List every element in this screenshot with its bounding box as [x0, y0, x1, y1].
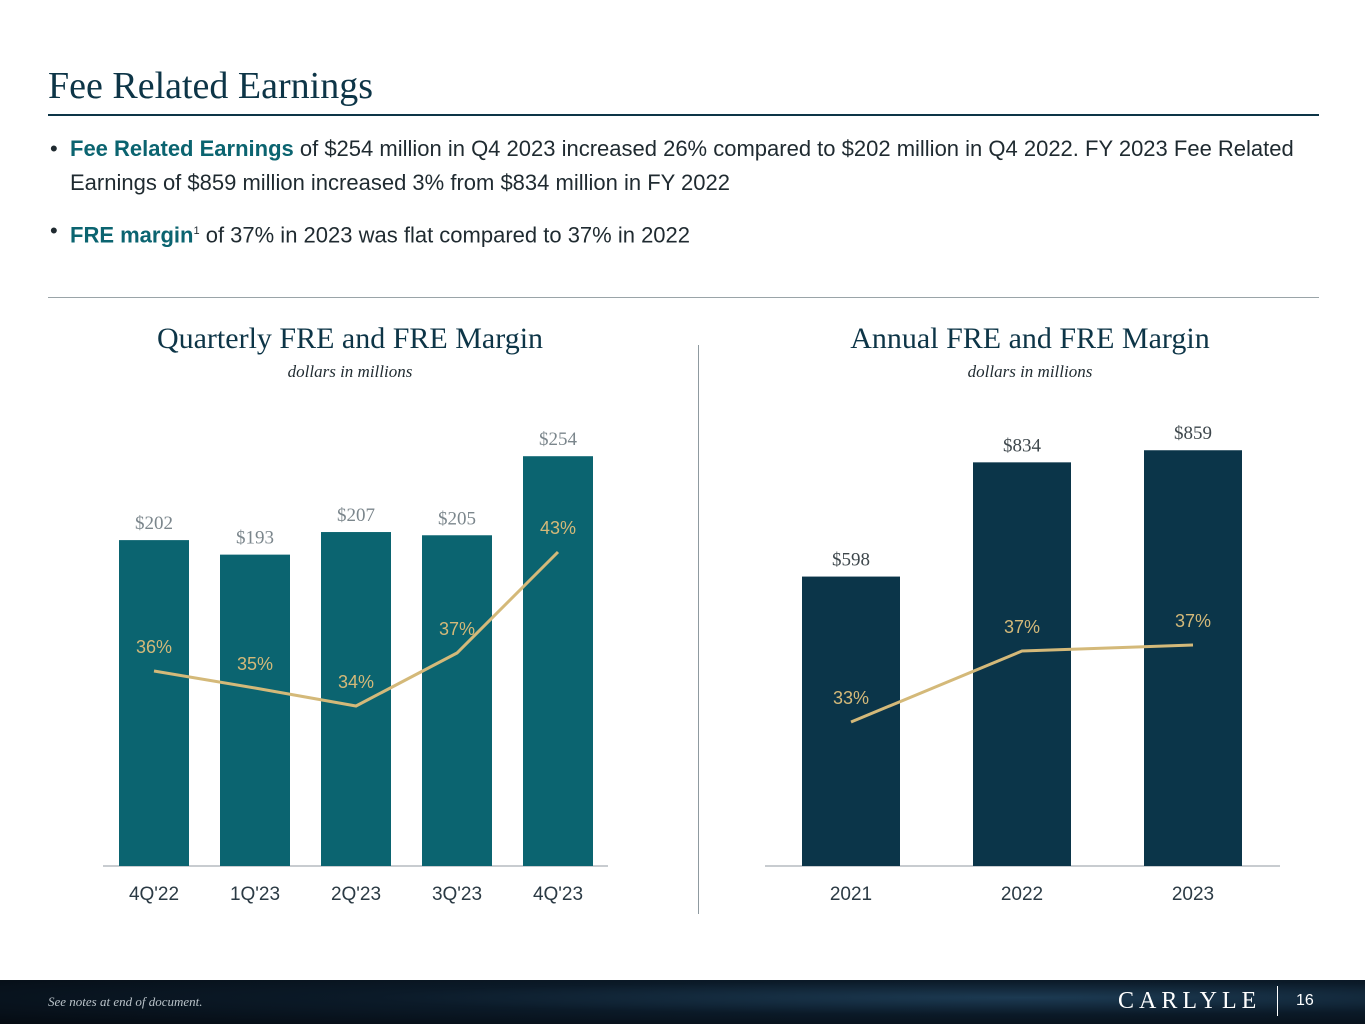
quarterly-tick-label: 1Q'23	[230, 884, 280, 905]
bullet-highlight: Fee Related Earnings	[70, 136, 294, 161]
quarterly-bar	[119, 540, 189, 866]
footer-separator	[1277, 986, 1278, 1016]
quarterly-bar-label: $193	[236, 528, 274, 549]
footer-note: See notes at end of document.	[48, 994, 203, 1009]
quarterly-tick-label: 4Q'22	[129, 884, 179, 905]
quarterly-bar	[321, 532, 391, 866]
quarterly-tick-label: 4Q'23	[533, 884, 583, 905]
annual-tick-label: 2023	[1172, 884, 1214, 905]
annual-bar	[1144, 450, 1242, 866]
quarterly-margin-label: 34%	[338, 672, 374, 692]
bullet-symbol: •	[50, 218, 58, 243]
quarterly-bar-label: $205	[438, 508, 476, 529]
quarterly-bar	[523, 456, 593, 866]
footer-bar: See notes at end of document. CARLYLE 16	[0, 980, 1365, 1024]
page-title: Fee Related Earnings	[48, 65, 374, 107]
bullet-highlight: FRE margin	[70, 222, 194, 248]
quarterly-margin-label: 35%	[237, 654, 273, 674]
bullet-item: • FRE margin1 of 37% in 2023 was flat co…	[48, 214, 1328, 252]
section-divider	[48, 297, 1319, 298]
quarterly-bar-label: $254	[539, 429, 578, 450]
title-divider	[48, 114, 1319, 116]
brand-logo: CARLYLE	[1118, 988, 1262, 1014]
chart-divider	[698, 345, 699, 914]
footnote-marker: 1	[193, 225, 200, 237]
bullet-symbol: •	[50, 136, 58, 161]
quarterly-margin-line	[153, 550, 560, 708]
annual-chart-title: Annual FRE and FRE Margin	[850, 322, 1210, 355]
annual-margin-label: 33%	[833, 688, 869, 708]
quarterly-bar-label: $202	[135, 513, 173, 534]
charts-canvas: $202 4Q'22 $193 1Q'23 $207 2Q'23 $205 3Q'23 $254…	[103, 423, 1280, 905]
annual-margin-label: 37%	[1175, 611, 1211, 631]
quarterly-bar	[422, 535, 492, 866]
annual-bar-label: $834	[1003, 435, 1042, 456]
quarterly-margin-label: 37%	[439, 619, 475, 639]
annual-chart-subtitle: dollars in millions	[967, 362, 1093, 381]
quarterly-bar	[220, 554, 290, 866]
quarterly-chart-title: Quarterly FRE and FRE Margin	[156, 322, 544, 355]
bullet-text: of $254 million in Q4 2023 increased 26%…	[70, 136, 1294, 195]
quarterly-tick-label: 3Q'23	[432, 884, 482, 905]
bullet-text: of 37% in 2023 was flat compared to 37% …	[199, 222, 691, 248]
bullet-item: • Fee Related Earnings of $254 million i…	[48, 132, 1328, 200]
quarterly-margin-label: 36%	[136, 637, 172, 657]
annual-margin-label: 37%	[1004, 617, 1040, 637]
summary-bullets: • Fee Related Earnings of $254 million i…	[48, 132, 1328, 266]
annual-tick-label: 2021	[830, 884, 872, 905]
quarterly-tick-label: 2Q'23	[331, 884, 381, 905]
quarterly-chart-subtitle: dollars in millions	[287, 362, 413, 381]
annual-margin-line	[850, 643, 1194, 724]
quarterly-margin-label: 43%	[540, 518, 576, 538]
quarterly-bar-label: $207	[337, 505, 375, 526]
annual-bar-label: $859	[1174, 423, 1212, 444]
annual-tick-label: 2022	[1001, 884, 1043, 905]
page-number: 16	[1296, 992, 1314, 1009]
annual-bar-label: $598	[832, 550, 870, 571]
